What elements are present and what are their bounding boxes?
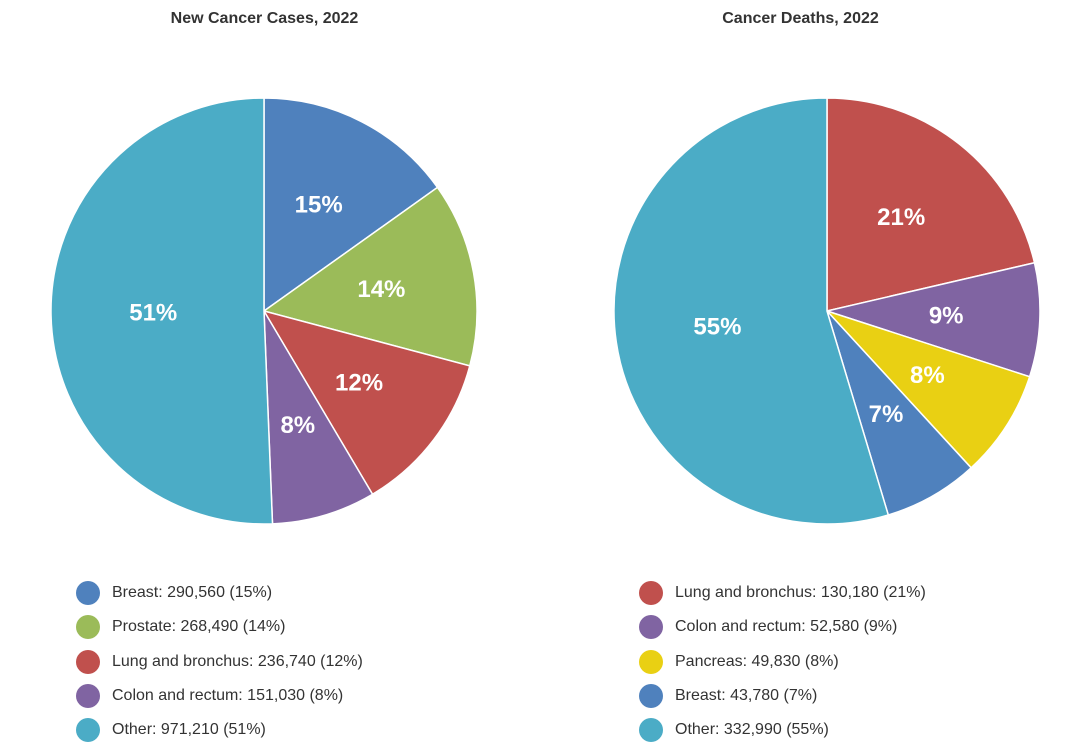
slice-label-lung-and-bronchus: 12% bbox=[335, 370, 383, 397]
slice-label-colon-and-rectum: 9% bbox=[929, 303, 964, 330]
legend-label: Breast: 43,780 (7%) bbox=[675, 687, 818, 705]
legend-label: Lung and bronchus: 130,180 (21%) bbox=[675, 584, 926, 602]
legend-item-pancreas[interactable]: Pancreas: 49,830 (8%) bbox=[639, 645, 926, 679]
pie-slice-breast[interactable] bbox=[263, 97, 439, 313]
legend-item-other[interactable]: Other: 332,990 (55%) bbox=[639, 713, 926, 747]
legend-swatch bbox=[76, 581, 100, 606]
legend-item-lung-and-bronchus[interactable]: Lung and bronchus: 236,740 (12%) bbox=[76, 645, 363, 679]
slice-label-other: 55% bbox=[693, 314, 741, 341]
pie-slice-lung-and-bronchus[interactable] bbox=[262, 309, 471, 496]
legend-label: Pancreas: 49,830 (8%) bbox=[675, 652, 839, 670]
legend-swatch bbox=[76, 649, 100, 674]
chart-title: Cancer Deaths, 2022 bbox=[722, 10, 879, 27]
chart-title: New Cancer Cases, 2022 bbox=[170, 10, 359, 27]
legend-label: Other: 971,210 (51%) bbox=[112, 721, 266, 739]
legend: Breast: 290,560 (15%) Prostate: 268,490 (… bbox=[76, 576, 363, 747]
cancer-deaths-chart: Cancer Deaths, 2022 21% 9% 8% 7% 55% Lung an… bbox=[543, 0, 1086, 751]
legend-label: Colon and rectum: 151,030 (8%) bbox=[112, 687, 344, 705]
pie-slice-prostate[interactable] bbox=[262, 186, 478, 367]
legend-swatch bbox=[76, 684, 100, 709]
legend-item-prostate[interactable]: Prostate: 268,490 (14%) bbox=[76, 610, 363, 644]
legend-swatch bbox=[639, 718, 663, 743]
new-cases-chart: New Cancer Cases, 2022 15% 14% 12% 8% 51% Br… bbox=[50, 10, 478, 747]
pie-chart: 15% 14% 12% 8% 51% bbox=[50, 97, 478, 525]
legend-item-other[interactable]: Other: 971,210 (51%) bbox=[76, 713, 363, 747]
legend-swatch bbox=[639, 649, 663, 674]
legend-label: Other: 332,990 (55%) bbox=[675, 721, 829, 739]
legend-swatch bbox=[76, 718, 100, 743]
legend-swatch bbox=[639, 684, 663, 709]
slice-label-pancreas: 8% bbox=[910, 362, 945, 389]
legend-item-colon-and-rectum[interactable]: Colon and rectum: 151,030 (8%) bbox=[76, 679, 363, 713]
pie-slice-pancreas[interactable] bbox=[824, 309, 1031, 469]
pie-chart: 21% 9% 8%7% 55% bbox=[613, 97, 1041, 525]
legend-swatch bbox=[639, 581, 663, 606]
legend-label: Lung and bronchus: 236,740 (12%) bbox=[112, 652, 363, 670]
legend-swatch bbox=[639, 615, 663, 640]
pie-slice-colon-and-rectum[interactable] bbox=[824, 261, 1041, 378]
pie-slice-lung-and-bronchus[interactable] bbox=[826, 97, 1036, 312]
legend-item-breast[interactable]: Breast: 290,560 (15%) bbox=[76, 576, 363, 610]
legend-label: Breast: 290,560 (15%) bbox=[112, 584, 273, 602]
legend-label: Colon and rectum: 52,580 (9%) bbox=[675, 618, 898, 636]
legend-item-lung-and-bronchus[interactable]: Lung and bronchus: 130,180 (21%) bbox=[639, 576, 926, 610]
slice-label-colon-and-rectum: 8% bbox=[280, 412, 315, 439]
legend: Lung and bronchus: 130,180 (21%) Colon an… bbox=[639, 576, 926, 747]
slice-label-lung-and-bronchus: 21% bbox=[877, 204, 925, 231]
pie-slice-colon-and-rectum[interactable] bbox=[263, 310, 374, 525]
slice-label-breast: 7% bbox=[869, 401, 904, 428]
pie-slice-other[interactable] bbox=[50, 97, 274, 525]
slice-label-prostate: 14% bbox=[357, 276, 405, 303]
slice-label-breast: 15% bbox=[295, 191, 343, 218]
legend-item-breast[interactable]: Breast: 43,780 (7%) bbox=[639, 679, 926, 713]
pie-slice-other[interactable] bbox=[613, 97, 890, 525]
legend-item-colon-and-rectum[interactable]: Colon and rectum: 52,580 (9%) bbox=[639, 610, 926, 644]
legend-swatch bbox=[76, 615, 100, 640]
legend-label: Prostate: 268,490 (14%) bbox=[112, 618, 286, 636]
slice-label-other: 51% bbox=[129, 300, 177, 327]
